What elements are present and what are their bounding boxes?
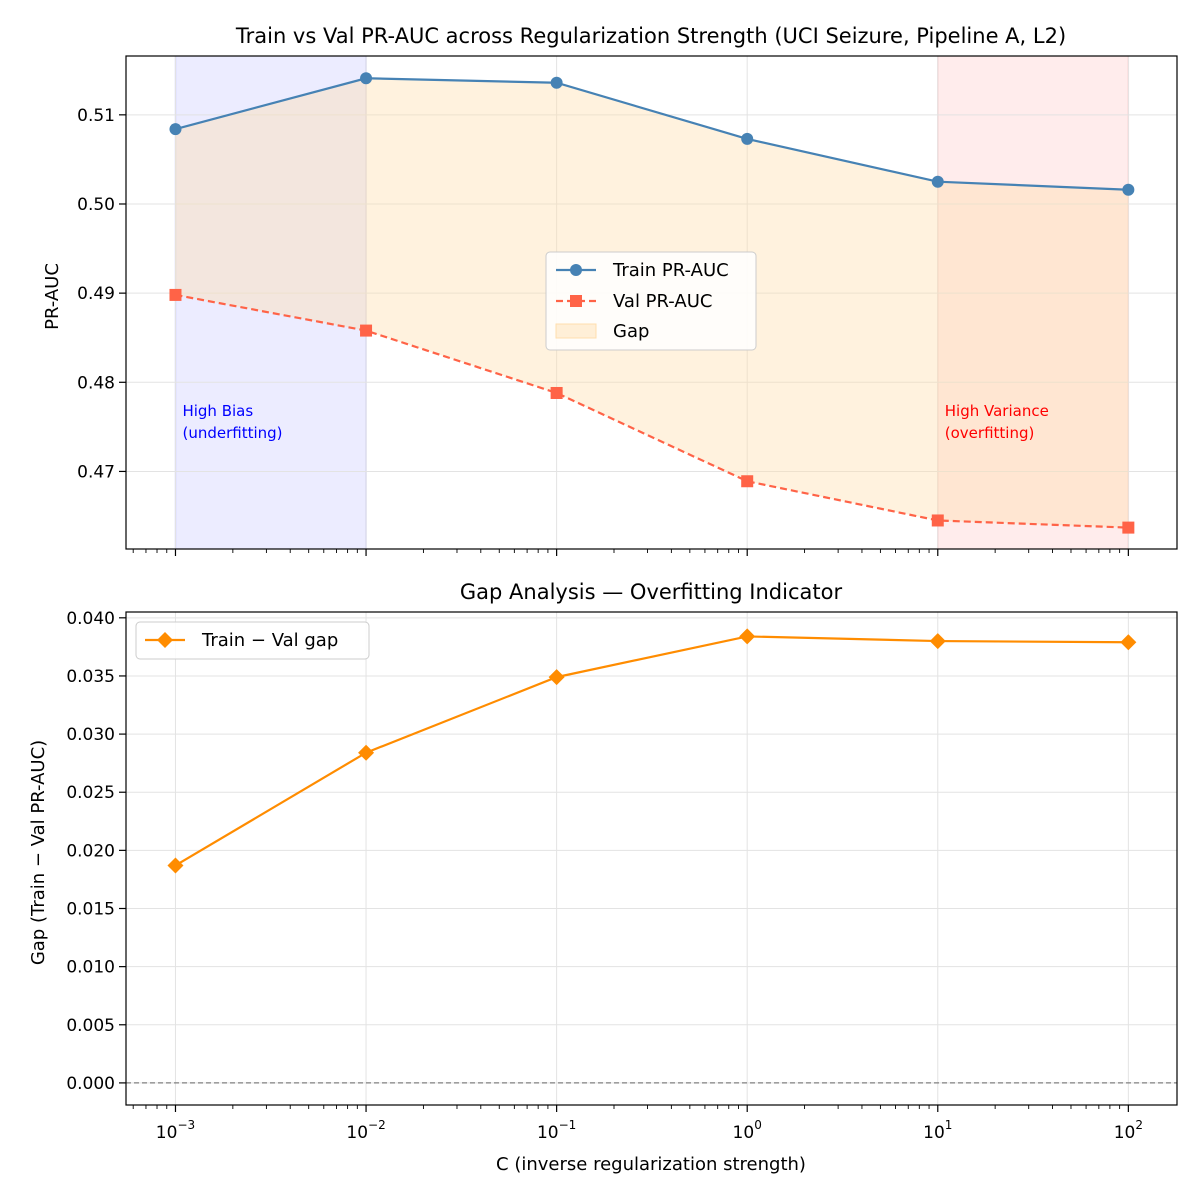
- gap-point: [167, 857, 184, 874]
- top-axes: 0.47 0.48 0.49 0.50 0.51: [77, 106, 1129, 556]
- val-pr-auc-point: [360, 324, 373, 337]
- top-y-tick-label: 0.49: [77, 284, 115, 304]
- top-y-tick-label: 0.48: [77, 373, 115, 393]
- top-legend: Train PR-AUC Val PR-AUC Gap: [545, 251, 757, 351]
- bottom-x-tick-label: 100: [733, 1118, 762, 1143]
- train-pr-auc-point: [169, 123, 182, 136]
- bottom-series-layer: [167, 628, 1137, 874]
- region-shade: [175, 56, 367, 549]
- legend-label: Train PR-AUC: [612, 260, 729, 281]
- bottom-x-tick-label: 101: [923, 1118, 952, 1143]
- gap-chart: Gap Analysis — Overfitting Indicator 0.0…: [28, 580, 1178, 1175]
- gap-point: [929, 633, 946, 650]
- top-y-tick-label: 0.50: [77, 195, 115, 215]
- bottom-axes: 0.000 0.005 0.010 0.015 0.020 0.025 0.030 0.035…: [66, 609, 1143, 1143]
- bottom-x-tick-label: 10−2: [346, 1118, 385, 1143]
- val-pr-auc-point: [931, 514, 944, 527]
- legend-box: [135, 621, 370, 660]
- top-y-tick-label: 0.47: [77, 462, 115, 482]
- val-pr-auc-line: [175, 293, 1129, 529]
- bottom-y-tick-label: 0.040: [66, 609, 115, 629]
- top-y-tick-label: 0.51: [77, 106, 115, 126]
- train-pr-auc-point: [360, 72, 373, 85]
- legend-label: Train − Val gap: [201, 630, 338, 651]
- top-series-layer: [169, 72, 1135, 534]
- gap-point: [1120, 634, 1137, 651]
- gap-point: [739, 628, 756, 645]
- bottom-y-tick-label: 0.020: [66, 841, 115, 861]
- annotations-layer: High Bias (underfitting) High Variance (ove…: [182, 402, 1048, 442]
- val-pr-auc-point: [741, 475, 754, 488]
- bottom-y-tick-label: 0.005: [66, 1016, 115, 1036]
- bottom-y-tick-label: 0.015: [66, 899, 115, 919]
- train-pr-auc-line: [175, 77, 1129, 191]
- bottom-x-tick-label: 10−1: [537, 1118, 576, 1143]
- legend-box: [545, 251, 757, 351]
- legend-marker: [157, 632, 173, 648]
- bottom-legend: Train − Val gap: [135, 621, 370, 660]
- bottom-x-axis-label: C (inverse regularization strength): [496, 1154, 806, 1175]
- bottom-plot-frame: [125, 611, 1178, 1106]
- bottom-x-tick-label: 102: [1114, 1118, 1143, 1143]
- pr-auc-chart: Train vs Val PR-AUC across Regularizatio…: [42, 24, 1178, 556]
- train-pr-auc-point: [931, 175, 944, 188]
- gap-line: [174, 635, 1129, 867]
- region-annotation: High Variance (overfitting): [945, 402, 1049, 442]
- gap-point: [548, 669, 565, 686]
- legend-patch-swatch: [555, 323, 597, 339]
- bottom-y-tick-label: 0.035: [66, 667, 115, 687]
- legend-marker: [570, 295, 582, 307]
- region-shade: [937, 56, 1129, 549]
- region-annotation: High Bias (underfitting): [182, 402, 282, 442]
- bottom-y-tick-label: 0.025: [66, 783, 115, 803]
- bottom-y-axis-label: Gap (Train − Val PR-AUC): [28, 740, 49, 965]
- legend-marker: [570, 264, 582, 276]
- gap-point: [358, 744, 375, 761]
- legend-label: Val PR-AUC: [613, 291, 712, 312]
- bottom-y-tick-label: 0.010: [66, 958, 115, 978]
- val-pr-auc-point: [550, 386, 563, 399]
- top-y-axis-label: PR-AUC: [42, 263, 63, 330]
- train-pr-auc-point: [1122, 183, 1135, 196]
- train-pr-auc-point: [741, 132, 754, 145]
- regions-layer: [174, 56, 1130, 549]
- bottom-grid: [126, 612, 1177, 1105]
- bottom-x-tick-label: 10−3: [156, 1118, 195, 1143]
- bottom-y-tick-label: 0.030: [66, 725, 115, 745]
- train-pr-auc-point: [550, 76, 563, 89]
- val-pr-auc-point: [1122, 521, 1135, 534]
- legend-label: Gap: [613, 321, 649, 342]
- bottom-chart-title: Gap Analysis — Overfitting Indicator: [460, 580, 843, 604]
- val-pr-auc-point: [169, 288, 182, 301]
- top-chart-title: Train vs Val PR-AUC across Regularizatio…: [235, 24, 1066, 48]
- bottom-y-tick-label: 0.000: [66, 1074, 115, 1094]
- top-plot-frame: [125, 55, 1178, 550]
